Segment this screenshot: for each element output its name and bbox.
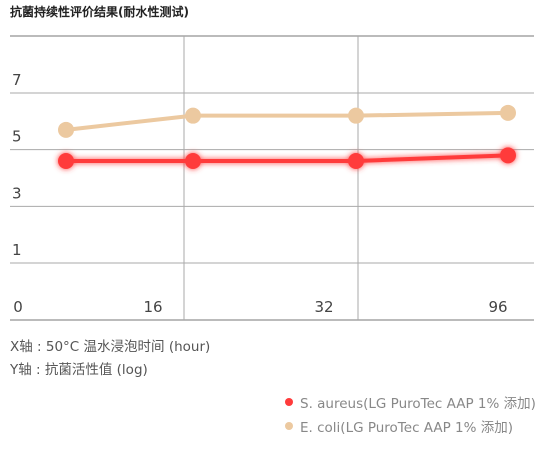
legend-item-s-aureus: S. aureus(LG PuroTec AAP 1% 添加) [285,390,536,414]
data-point [348,107,364,124]
series-1 [58,104,516,138]
legend-marker-icon [285,398,293,406]
y-tick-label: 3 [12,184,22,202]
data-point [500,147,516,164]
series-0 [58,147,516,169]
chart-plot: 7 5 3 1 0 16 32 96 [10,35,534,321]
legend-item-e-coli: E. coli(LG PuroTec AAP 1% 添加) [285,414,536,438]
x-tick-label: 0 [13,298,23,316]
legend-label: S. aureus(LG PuroTec AAP 1% 添加) [300,396,536,412]
y-tick-label: 5 [12,128,22,146]
series-line [64,110,510,132]
x-tick-label: 96 [488,298,507,316]
y-axis-note: Y轴 : 抗菌活性值 (log) [10,362,148,378]
y-tick-label: 7 [12,71,22,89]
x-tick-label: 32 [314,298,333,316]
data-point [58,121,74,138]
legend-label: E. coli(LG PuroTec AAP 1% 添加) [300,420,514,436]
data-point [185,107,201,124]
data-point [185,153,201,169]
legend: S. aureus(LG PuroTec AAP 1% 添加) E. coli(… [285,390,536,438]
series-line [64,153,510,163]
y-tick-label: 1 [12,241,22,259]
legend-marker-icon [285,422,293,430]
x-tick-label: 16 [143,298,162,316]
chart-title: 抗菌持续性评价结果(耐水性测试) [10,5,189,19]
data-point [500,104,516,121]
x-axis-note: X轴 : 50°C 温水浸泡时间 (hour) [10,339,211,355]
data-point [58,153,74,169]
data-point [348,153,364,169]
